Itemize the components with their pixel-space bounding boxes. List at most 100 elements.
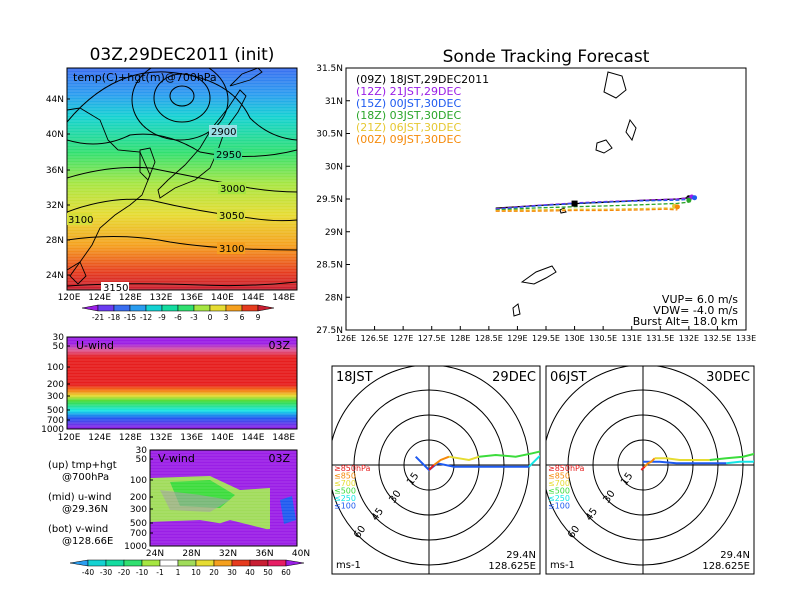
hodograph-trace — [414, 455, 529, 472]
lon-tick-label: 136E — [180, 293, 203, 303]
level-legend: ≥850hPa — [548, 464, 585, 473]
pressure-tick-label: 700 — [130, 529, 147, 539]
lon-tick-label: 126E — [336, 334, 356, 343]
lon-tick-label: 128.5E — [475, 334, 503, 343]
lon-tick-label: 140E — [211, 433, 234, 443]
note-line: @128.66E — [62, 536, 113, 547]
lon-tick-label: 130.5E — [589, 334, 617, 343]
track-legend-entry: (09Z) 18JST,29DEC2011 — [356, 73, 489, 86]
pressure-tick-label: 500 — [47, 406, 64, 416]
colorbar-label: -6 — [174, 313, 182, 322]
hodograph-trace — [428, 464, 435, 471]
lat-tick-label: 31.5N — [316, 64, 343, 74]
lat-tick-label: 44N — [46, 95, 64, 105]
colorbar-label: -1 — [156, 568, 164, 577]
lat-tick-label: 28.5N — [316, 261, 343, 271]
colorbar-swatch — [177, 304, 195, 312]
pressure-tick-label: 300 — [130, 505, 147, 515]
track-legend-entry: (15Z) 00JST,30DEC — [356, 97, 461, 110]
hodograph-lon: 128.625E — [488, 561, 536, 572]
level-legend: ≤500 — [548, 487, 570, 496]
lon-tick-label: 144E — [242, 293, 265, 303]
lon-tick-label: 131.5E — [646, 334, 674, 343]
lat-tick-label: 29.5N — [316, 195, 343, 205]
level-legend: ≤250 — [548, 494, 570, 503]
china-coast — [67, 107, 151, 271]
colorbar-swatch — [141, 559, 161, 567]
colorbar-label: 30 — [227, 568, 237, 577]
lat-tick-label: 30.5N — [316, 130, 343, 140]
colorbar-swatch — [267, 559, 287, 567]
lon-tick-label: 132E — [150, 293, 173, 303]
track-param: VDW= -4.0 m/s — [653, 304, 738, 317]
hokkaido-coast — [229, 68, 263, 87]
colorbar-swatch — [87, 559, 107, 567]
track-title: Sonde Tracking Forecast — [443, 47, 650, 67]
colorbar-swatch — [195, 559, 215, 567]
colorbar-swatch — [177, 559, 197, 567]
level-legend: ≤250 — [334, 494, 356, 503]
colorbar-swatch — [249, 559, 269, 567]
lon-tick-label: 120E — [58, 293, 81, 303]
track-line — [495, 208, 678, 212]
contour-labels: 2900 2950 3000 3050 3100 3100 3150 — [67, 125, 246, 294]
hodograph-lon: 128.625E — [702, 561, 750, 572]
contour-label: 2900 — [211, 127, 236, 138]
v-wind-label: V-wind — [158, 452, 195, 465]
hodograph-trace — [726, 460, 754, 465]
level-legend: ≤500 — [334, 487, 356, 496]
contour-label: 2950 — [216, 150, 241, 161]
lon-tick-label: 128E — [119, 293, 142, 303]
hodograph-trace — [643, 457, 656, 468]
lat-tick-label: 24N — [46, 271, 64, 281]
colorbar-swatch — [123, 559, 143, 567]
note-line: @29.36N — [62, 504, 108, 515]
colorbar-swatch — [285, 559, 305, 567]
track-legend-entry: (12Z) 21JST,29DEC — [356, 85, 461, 98]
colorbar-label: 20 — [209, 568, 219, 577]
hodograph-lat: 29.4N — [720, 550, 750, 561]
lat-tick-label: 31N — [325, 97, 343, 107]
colorbar-label: -21 — [92, 313, 104, 322]
colorbar-swatch — [161, 304, 179, 312]
lon-tick-label: 126.5E — [361, 334, 389, 343]
hodograph-date: 30DEC — [706, 370, 750, 385]
lat-tick-label: 24N — [146, 549, 164, 559]
track-legend-entry: (00Z) 09JST,30DEC — [356, 133, 461, 146]
lat-tick-label: 40N — [292, 549, 310, 559]
korea-coast — [139, 147, 156, 181]
burst-point — [686, 197, 692, 203]
colorbar-swatch — [105, 559, 125, 567]
colorbar-label: 10 — [191, 568, 201, 577]
lon-tick-label: 128E — [119, 433, 142, 443]
contour-label: 3100 — [68, 215, 93, 226]
level-legend: ≤100 — [548, 502, 570, 511]
colorbar-label: 3 — [224, 313, 229, 322]
taiwan-coast — [69, 261, 87, 285]
colorbar-label: 6 — [240, 313, 245, 322]
colorbar-label: -30 — [100, 568, 112, 577]
lat-tick-label: 36N — [255, 549, 273, 559]
level-legend: ≤850 — [548, 472, 570, 481]
lon-tick-label: 120E — [58, 433, 81, 443]
level-legend: ≥850hPa — [334, 464, 371, 473]
colorbar-label: -10 — [136, 568, 148, 577]
u-wind-frame — [66, 336, 298, 430]
lon-tick-label: 128E — [450, 334, 470, 343]
burst-point — [674, 204, 680, 210]
lon-tick-label: 140E — [211, 293, 234, 303]
track-legend-entry: (21Z) 06JST,30DEC — [356, 121, 461, 134]
track-line — [495, 198, 695, 211]
pressure-tick-label: 1000 — [41, 425, 64, 435]
burst-point — [692, 195, 698, 201]
colorbar-label: -40 — [82, 568, 94, 577]
lon-tick-label: 129.5E — [532, 334, 560, 343]
hodograph-date: 29DEC — [492, 370, 536, 385]
pressure-tick-label: 100 — [130, 476, 147, 486]
track-param: VUP= 6.0 m/s — [662, 293, 738, 306]
colorbar-swatch — [225, 304, 243, 312]
hodograph-time: 18JST — [336, 370, 373, 385]
pressure-tick-label: 30 — [53, 333, 65, 343]
